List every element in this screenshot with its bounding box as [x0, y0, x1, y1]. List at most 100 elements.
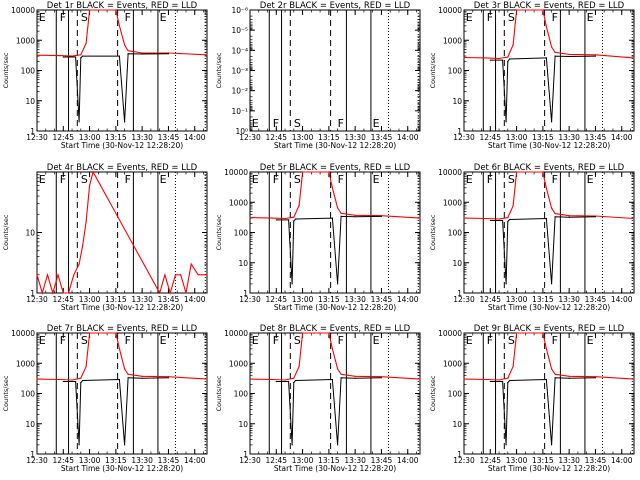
lld-data-point	[545, 348, 548, 350]
chart-panel-5: Det 5r BLACK = Events, RED = LLD Counts/s…	[215, 163, 421, 312]
x-tick-label: 13:45	[371, 295, 393, 304]
x-tick-label: 13:00	[79, 295, 101, 304]
x-tick-label: 12:45	[52, 295, 74, 304]
y-tick-label: 10	[452, 259, 462, 268]
lld-data-point	[159, 292, 161, 294]
events-data-point	[505, 121, 507, 123]
events-data-point	[124, 121, 126, 123]
plot-frame	[36, 9, 208, 132]
y-tick-label: 100	[448, 229, 463, 238]
y-tick-label: 10000	[11, 329, 35, 338]
lld-data-point	[486, 57, 488, 59]
events-data-point	[380, 215, 382, 217]
x-tick-label: 14:00	[611, 133, 633, 142]
events-data-point	[78, 121, 80, 123]
events-data-point	[545, 57, 548, 59]
lld-data-point	[331, 187, 333, 189]
y-tick-label: 10⁻¹	[231, 107, 248, 116]
region-marker: E	[373, 334, 380, 347]
lld-data-point	[516, 171, 518, 173]
y-axis-label: Counts/sec	[429, 52, 437, 88]
lld-data-point	[463, 56, 465, 59]
events-data-point	[489, 219, 491, 222]
x-tick-label: 13:30	[131, 133, 153, 142]
events-series-line	[63, 53, 169, 122]
x-tick-label: 13:15	[532, 133, 554, 142]
events-data-point	[288, 380, 290, 383]
chart-title: Det 2r BLACK = Events, RED = LLD	[260, 1, 411, 11]
x-tick-label: 13:45	[585, 133, 607, 142]
region-marker: E	[160, 334, 167, 347]
region-marker: F	[487, 334, 493, 347]
events-data-point	[551, 444, 553, 446]
events-data-point	[568, 216, 570, 218]
x-tick-label: 13:30	[131, 456, 153, 465]
chart-panel-4: Det 4r BLACK = Events, RED = LLD Counts/s…	[2, 163, 208, 312]
y-tick-label: 10000	[438, 329, 462, 338]
y-tick-label: 100	[21, 67, 36, 76]
x-axis-label: Start Time (30-Nov-12 12:28:20)	[274, 303, 396, 312]
region-marker: S	[81, 173, 88, 186]
lld-data-point	[419, 217, 421, 219]
region-marker: F	[273, 117, 279, 130]
events-data-point	[551, 283, 553, 285]
x-axis-label: Start Time (30-Nov-12 12:28:20)	[61, 464, 183, 473]
x-tick-label: 13:00	[506, 295, 528, 304]
y-axis-label: Counts/sec	[215, 52, 223, 88]
x-tick-label: 13:15	[318, 133, 340, 142]
y-axis-label: Counts/sec	[215, 375, 223, 411]
x-axis-label: Start Time (30-Nov-12 12:28:20)	[488, 303, 610, 312]
x-tick-label: 13:00	[506, 133, 528, 142]
y-tick-label: 1	[457, 450, 462, 459]
region-marker: E	[252, 173, 259, 186]
lld-data-point	[85, 221, 87, 223]
lld-data-point	[337, 368, 339, 370]
plot-frame	[249, 171, 421, 294]
lld-data-point	[633, 378, 635, 380]
x-tick-label: 13:30	[131, 295, 153, 304]
events-data-point	[331, 378, 333, 381]
lld-data-point	[59, 55, 61, 57]
region-marker: S	[294, 117, 301, 130]
lld-data-point	[340, 212, 342, 214]
region-marker: E	[252, 117, 259, 130]
chart-panel-6: Det 6r BLACK = Events, RED = LLD Counts/s…	[429, 163, 635, 312]
region-marker: F	[487, 173, 493, 186]
events-data-point	[502, 59, 504, 61]
y-tick-label: 1	[243, 289, 248, 298]
region-marker: E	[160, 11, 167, 24]
lld-data-point	[80, 54, 82, 56]
region-marker: S	[508, 11, 515, 24]
x-tick-label: 14:00	[611, 456, 633, 465]
lld-data-point	[498, 379, 500, 381]
lld-data-point	[512, 205, 514, 207]
chart-title: Det 5r BLACK = Events, RED = LLD	[260, 163, 411, 173]
lld-data-point	[118, 25, 120, 27]
y-tick-label: 1000	[16, 36, 35, 45]
y-tick-label: 100	[448, 67, 463, 76]
lld-data-point	[486, 378, 488, 381]
events-series-line	[490, 216, 596, 284]
y-tick-label: 10000	[224, 168, 248, 177]
y-tick-label: 10000	[438, 6, 462, 15]
y-tick-label: 1000	[229, 359, 248, 368]
lld-data-point	[354, 375, 356, 377]
x-tick-label: 13:15	[105, 295, 127, 304]
lld-data-point	[124, 368, 126, 370]
lld-data-point	[512, 44, 514, 46]
region-marker: F	[552, 334, 558, 347]
y-tick-label: 100	[448, 390, 463, 399]
events-data-point	[82, 55, 84, 57]
events-series-line	[276, 215, 382, 284]
x-tick-label: 13:00	[79, 456, 101, 465]
lld-data-point	[115, 332, 117, 334]
region-marker: E	[466, 11, 473, 24]
region-marker: F	[60, 11, 66, 24]
x-tick-label: 12:45	[52, 456, 74, 465]
events-data-point	[141, 377, 143, 379]
events-data-point	[502, 219, 504, 222]
x-tick-label: 13:00	[292, 295, 314, 304]
events-data-point	[554, 377, 556, 379]
lld-data-point	[331, 348, 333, 350]
x-tick-label: 12:30	[239, 295, 261, 304]
